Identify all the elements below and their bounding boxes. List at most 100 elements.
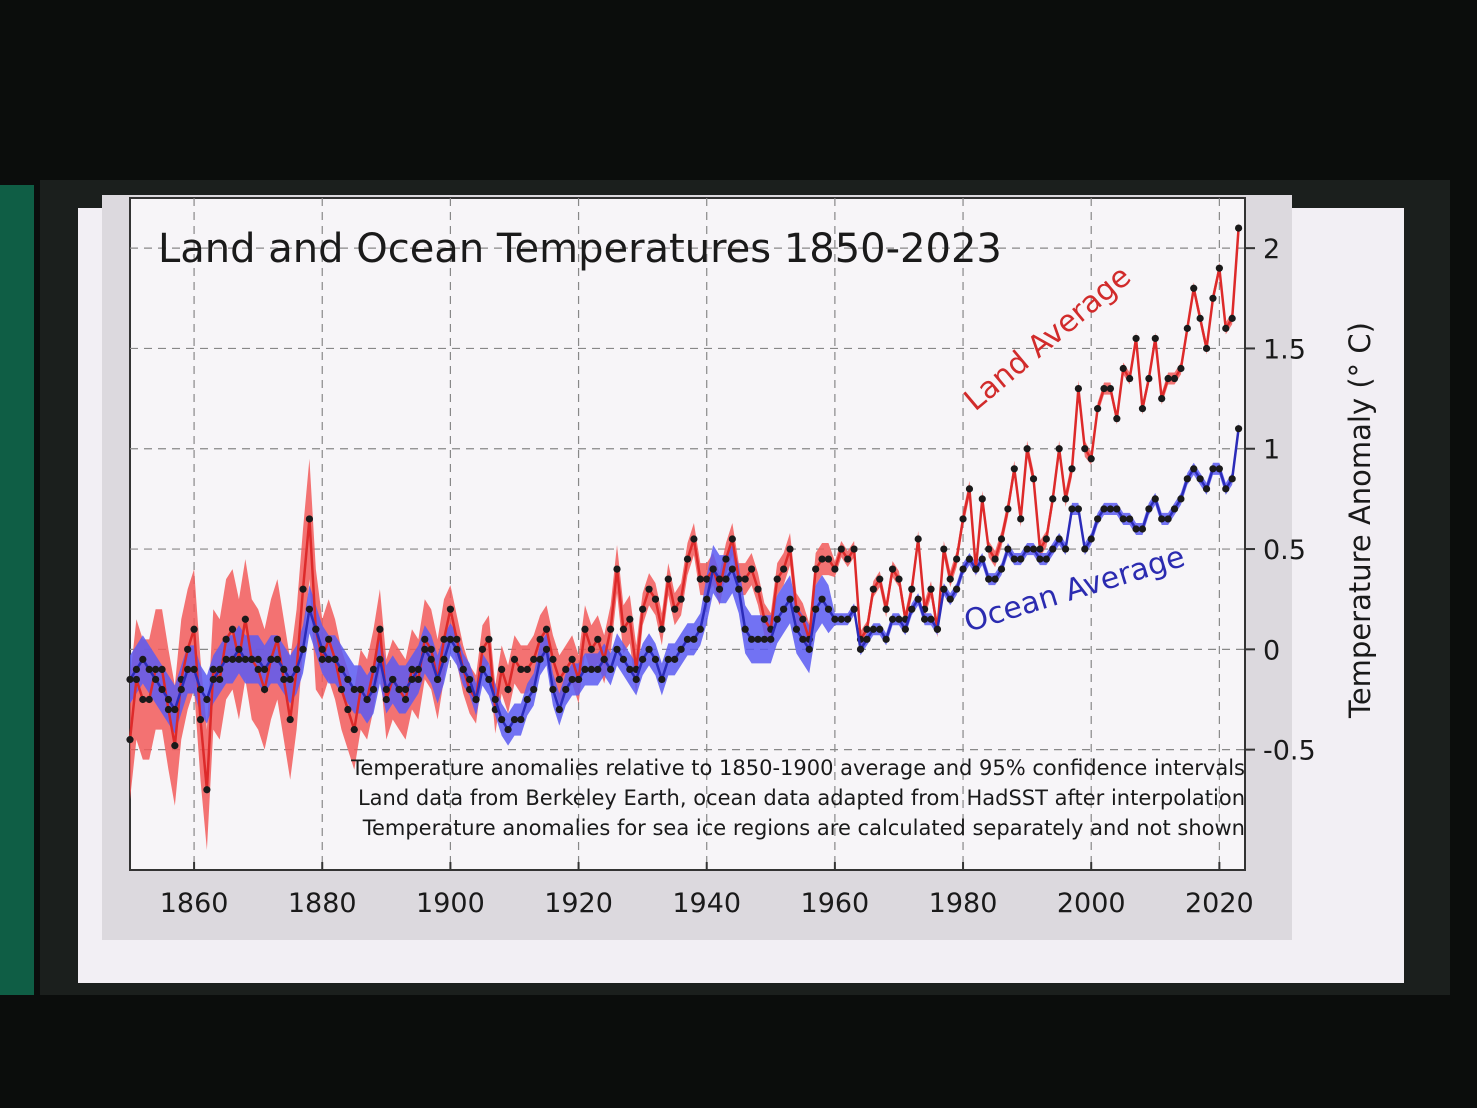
data-point	[683, 635, 692, 643]
data-point	[510, 715, 519, 724]
data-point	[1138, 405, 1147, 413]
data-point	[1113, 505, 1121, 513]
data-point	[222, 635, 230, 643]
data-point	[1183, 475, 1191, 483]
data-point	[914, 595, 922, 603]
series-line	[128, 228, 1240, 790]
data-point	[562, 685, 570, 694]
data-point	[209, 675, 217, 684]
y-axis-label: Temperature Anomaly (° C)	[1343, 322, 1377, 719]
data-point	[357, 685, 365, 694]
data-point	[459, 665, 467, 674]
data-point	[1023, 545, 1031, 553]
confidence-band	[130, 422, 1239, 746]
data-point	[1100, 384, 1108, 393]
data-point	[850, 545, 858, 553]
data-point	[651, 655, 660, 663]
data-point	[190, 625, 198, 633]
data-point	[542, 645, 551, 653]
data-point	[1010, 465, 1018, 473]
data-point	[741, 625, 749, 633]
data-point	[1222, 485, 1230, 493]
plot	[126, 198, 1255, 870]
data-point	[651, 595, 660, 603]
data-point	[677, 645, 685, 653]
data-point	[703, 575, 711, 583]
data-point	[382, 685, 390, 694]
data-point	[337, 685, 346, 694]
data-point	[741, 575, 749, 583]
data-point	[1196, 314, 1204, 322]
data-point	[946, 575, 954, 583]
data-point	[1017, 555, 1025, 563]
data-point	[421, 635, 429, 643]
data-point	[318, 655, 326, 663]
data-point	[1100, 505, 1108, 513]
data-point	[927, 585, 935, 593]
data-point	[581, 625, 589, 633]
data-point	[1042, 555, 1050, 563]
data-point	[1087, 455, 1095, 463]
data-point	[767, 635, 775, 643]
chart-title: Land and Ocean Temperatures 1850-2023	[158, 226, 1002, 272]
data-point	[498, 715, 506, 724]
data-point	[1151, 334, 1159, 343]
data-point	[837, 545, 845, 553]
data-point	[421, 645, 429, 653]
data-point	[1036, 555, 1044, 563]
data-point	[824, 605, 833, 613]
data-point	[786, 545, 794, 553]
data-point	[228, 625, 237, 633]
data-point	[882, 605, 890, 613]
data-point	[1126, 374, 1134, 383]
data-point	[574, 675, 583, 684]
data-point	[1202, 344, 1211, 353]
data-point	[639, 655, 647, 663]
data-point	[619, 625, 628, 633]
data-point	[145, 695, 153, 704]
data-point	[658, 625, 666, 633]
data-point	[164, 695, 173, 704]
y-tick-label: 1.5	[1263, 334, 1306, 365]
data-point	[542, 625, 551, 633]
data-point	[235, 645, 243, 653]
data-point	[946, 595, 954, 603]
data-point	[139, 655, 147, 663]
data-point	[517, 715, 525, 724]
data-point	[491, 695, 499, 704]
data-point	[440, 635, 448, 643]
data-point	[991, 575, 999, 583]
data-point	[549, 655, 557, 663]
data-point	[927, 615, 935, 623]
data-point	[639, 605, 647, 613]
data-point	[1055, 535, 1063, 543]
data-point	[799, 615, 807, 623]
data-point	[299, 585, 307, 593]
data-point	[613, 565, 621, 573]
data-point	[446, 635, 455, 643]
x-tick-label: 2000	[1057, 888, 1126, 919]
data-point	[613, 645, 621, 653]
data-point	[1215, 465, 1223, 473]
data-point	[722, 575, 730, 583]
data-point	[369, 665, 378, 674]
data-point	[594, 665, 602, 674]
data-point	[235, 655, 243, 663]
data-point	[658, 675, 666, 684]
data-point	[882, 635, 890, 643]
data-point	[530, 655, 538, 663]
data-point	[184, 645, 192, 653]
data-point	[325, 655, 333, 663]
data-point	[1094, 515, 1102, 523]
data-point	[664, 575, 672, 583]
data-point	[293, 665, 301, 674]
data-point	[273, 655, 281, 663]
data-point	[414, 675, 422, 684]
data-point	[523, 665, 531, 674]
data-point	[145, 665, 153, 674]
data-point	[523, 695, 531, 704]
data-point	[683, 555, 692, 563]
data-point	[555, 675, 563, 684]
